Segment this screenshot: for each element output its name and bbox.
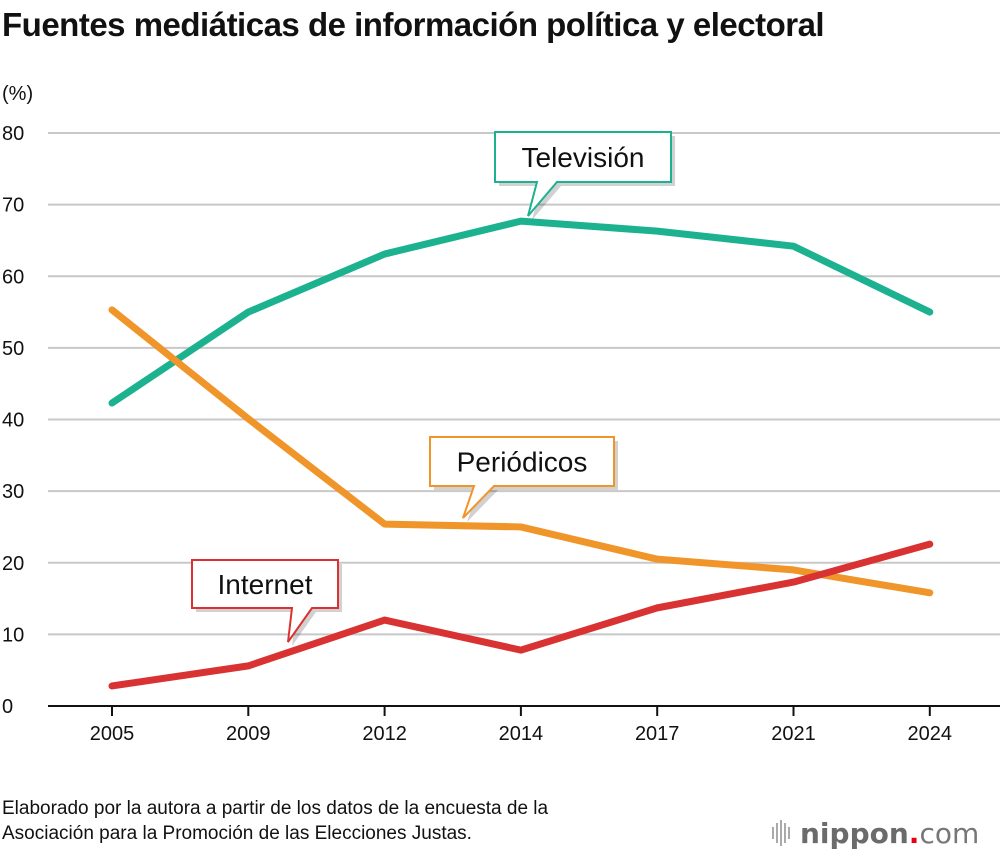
y-tick-label: 80 [2,123,24,145]
chart-title: Fuentes mediáticas de información políti… [2,6,825,43]
source-line-2: Asociación para la Promoción de las Elec… [2,823,472,844]
x-tick-label: 2017 [635,723,680,745]
logo-bars-icon [772,820,790,846]
y-tick-label: 40 [2,410,24,432]
series-label-internet: Internet [218,569,313,600]
source-note: Elaborado por la autora a partir de los … [2,796,548,846]
series-label-periódicos: Periódicos [457,447,588,478]
y-tick-label: 50 [2,338,24,360]
callout-box-televisión [494,131,672,217]
line-chart: (%) 0 10 20 30 40 50 60 70 80 2005 2009 2012 2014 2017… [2,83,1000,745]
y-tick-label: 70 [2,195,24,217]
series-line-televisión [108,217,934,407]
source-line-1: Elaborado por la autora a partir de los … [2,798,549,819]
nippon-logo: nippon.com [772,817,979,850]
y-tick-label: 20 [2,553,24,575]
x-tick-label: 2014 [499,723,544,745]
x-tick-label: 2024 [908,723,953,745]
x-tick-label: 2021 [771,723,816,745]
x-tick-label: 2012 [362,723,407,745]
y-tick-label: 30 [2,481,24,503]
logo-text: nippon.com [800,817,979,850]
callout-box-internet [191,559,339,643]
callout-box-periódicos [429,436,615,519]
y-axis-unit-label: (%) [2,83,33,105]
y-tick-label: 0 [2,696,13,718]
x-tick-label: 2009 [226,723,271,745]
series-label-televisión: Televisión [522,142,645,173]
y-tick-label: 10 [2,624,24,646]
y-tick-label: 60 [2,266,24,288]
x-tick-label: 2005 [90,723,135,745]
